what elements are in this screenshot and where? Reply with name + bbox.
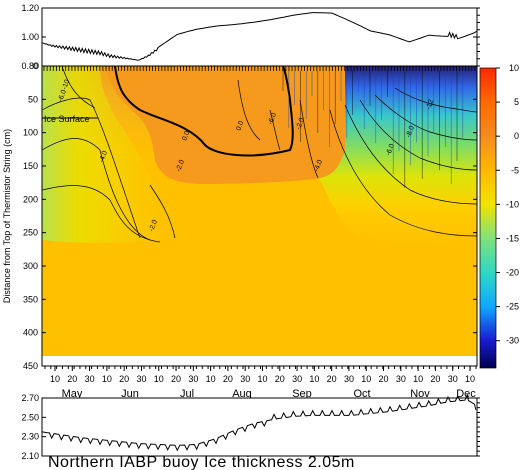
- x-month-label: Aug: [232, 388, 252, 400]
- colorbar-tick-label: -20: [506, 268, 519, 278]
- ice-surface-label: Ice Surface: [44, 114, 90, 124]
- x-day-label: 20: [67, 374, 77, 384]
- x-month-label: Dec: [456, 388, 476, 400]
- main-y-tick-label: 300: [23, 261, 38, 271]
- bottom-y-tick-label: 2.30: [21, 432, 39, 442]
- contour-label: 0.0: [235, 120, 245, 132]
- x-month-label: Jun: [121, 388, 139, 400]
- contour-label: -2.0: [175, 159, 186, 173]
- zero-contour: [114, 65, 294, 157]
- x-day-label: 30: [188, 374, 198, 384]
- contour-label: -4.0: [313, 159, 324, 173]
- bottom-y-ticks: 2.70 2.50 2.30 2.10: [21, 393, 480, 461]
- thin-contours: [41, 65, 478, 243]
- x-day-label: 10: [154, 374, 164, 384]
- x-day-label: 20: [327, 374, 337, 384]
- bottom-y-tick-label: 2.70: [21, 393, 39, 403]
- colorbar-bar: [479, 67, 497, 369]
- x-day-label: 10: [413, 374, 423, 384]
- bottom-y-tick-label: 2.10: [21, 451, 39, 461]
- main-y-tick-label: 450: [23, 361, 38, 371]
- x-day-label: 10: [50, 374, 60, 384]
- x-day-label: 20: [379, 374, 389, 384]
- x-month-label: Jul: [180, 388, 194, 400]
- colorbar-ticks: 10 5 0 -5 -10 -15 -20 -25 -30: [496, 63, 519, 346]
- contour-label: -12: [425, 99, 435, 111]
- bottom-line-series: [41, 393, 477, 452]
- contour-label: -2.0: [148, 219, 159, 233]
- main-y-tick-label: 200: [23, 194, 38, 204]
- x-day-label: 30: [448, 374, 458, 384]
- colorbar: 10 5 0 -5 -10 -15 -20 -25 -30: [479, 63, 519, 369]
- top-y-ticks: 1.20 1.00 0.80: [21, 3, 480, 71]
- main-y-tick-label: 100: [23, 128, 38, 138]
- top-line-series: [41, 12, 478, 61]
- main-y-tick-label: 150: [23, 161, 38, 171]
- x-day-ticks: 10 20 30 10 20 30 10 20 30 10 20 30 10 20 30 10 20 30 10 20…: [44, 366, 477, 384]
- heatmap-panel: 0.00.0-2.0-4.0-2.0-6.0-10-4.0-6.0-8.0-12…: [2, 61, 478, 400]
- colorbar-tick-label: 0: [514, 131, 519, 141]
- warm-region: [105, 66, 345, 184]
- x-day-label: 30: [136, 374, 146, 384]
- x-day-label: 20: [275, 374, 285, 384]
- contour-label: -6.0: [57, 89, 68, 103]
- main-y-tick-label: 0: [33, 61, 38, 71]
- x-day-label: 10: [257, 374, 267, 384]
- x-month-labels: May Jun Jul Aug Sep Oct Nov Dec: [62, 388, 477, 400]
- colorbar-tick-label: 5: [514, 97, 519, 107]
- x-day-label: 10: [361, 374, 371, 384]
- contour-label: -10: [61, 79, 71, 91]
- colorbar-tick-label: -15: [506, 233, 519, 243]
- top-panel: 1.20 1.00 0.80: [21, 3, 480, 71]
- x-month-label: May: [62, 388, 83, 400]
- colorbar-tick-label: -5: [511, 165, 519, 175]
- x-day-label: 30: [85, 374, 95, 384]
- x-day-label: 10: [465, 374, 475, 384]
- x-day-label: 30: [396, 374, 406, 384]
- thermistor-comb: [43, 66, 476, 188]
- x-month-label: Sep: [292, 388, 312, 400]
- x-day-label: 20: [119, 374, 129, 384]
- x-day-label: 10: [206, 374, 216, 384]
- x-day-label: 10: [102, 374, 112, 384]
- x-day-label: 20: [430, 374, 440, 384]
- x-day-label: 30: [344, 374, 354, 384]
- main-y-tick-label: 50: [28, 94, 38, 104]
- cold-region-left: [42, 66, 170, 243]
- y-axis-label: Distance from Top of Thermistor String (…: [2, 129, 12, 303]
- contour-label: -6.0: [385, 143, 396, 157]
- top-y-tick-label: 1.20: [21, 3, 39, 13]
- x-day-label: 30: [240, 374, 250, 384]
- main-y-tick-label: 250: [23, 228, 38, 238]
- x-day-label: 30: [292, 374, 302, 384]
- main-y-ticks: 0 50 100 150 200 250 300 350 400 450: [23, 61, 477, 371]
- bottom-panel: 2.70 2.50 2.30 2.10: [21, 393, 480, 461]
- colorbar-tick-label: 10: [509, 63, 519, 73]
- x-day-label: 20: [223, 374, 233, 384]
- x-day-label: 10: [309, 374, 319, 384]
- x-month-label: Nov: [410, 388, 430, 400]
- colorbar-tick-label: -10: [506, 199, 519, 209]
- contour-labels: 0.00.0-2.0-4.0-2.0-6.0-10-4.0-6.0-8.0-12…: [57, 79, 435, 233]
- contour-label: -4.0: [98, 150, 109, 164]
- main-y-tick-label: 400: [23, 328, 38, 338]
- contour-label: -6.0: [267, 112, 278, 126]
- top-y-tick-label: 0.80: [21, 61, 39, 71]
- main-y-tick-label: 350: [23, 294, 38, 304]
- contour-label: 0.0: [181, 130, 191, 142]
- colorbar-tick-label: -25: [506, 302, 519, 312]
- x-day-label: 20: [171, 374, 181, 384]
- x-month-label: Oct: [353, 388, 370, 400]
- colorbar-tick-label: -30: [506, 336, 519, 346]
- figure-title: Northern IABP buoy Ice thickness 2.05m: [48, 454, 355, 470]
- top-y-tick-label: 1.00: [21, 32, 39, 42]
- bottom-y-tick-label: 2.50: [21, 412, 39, 422]
